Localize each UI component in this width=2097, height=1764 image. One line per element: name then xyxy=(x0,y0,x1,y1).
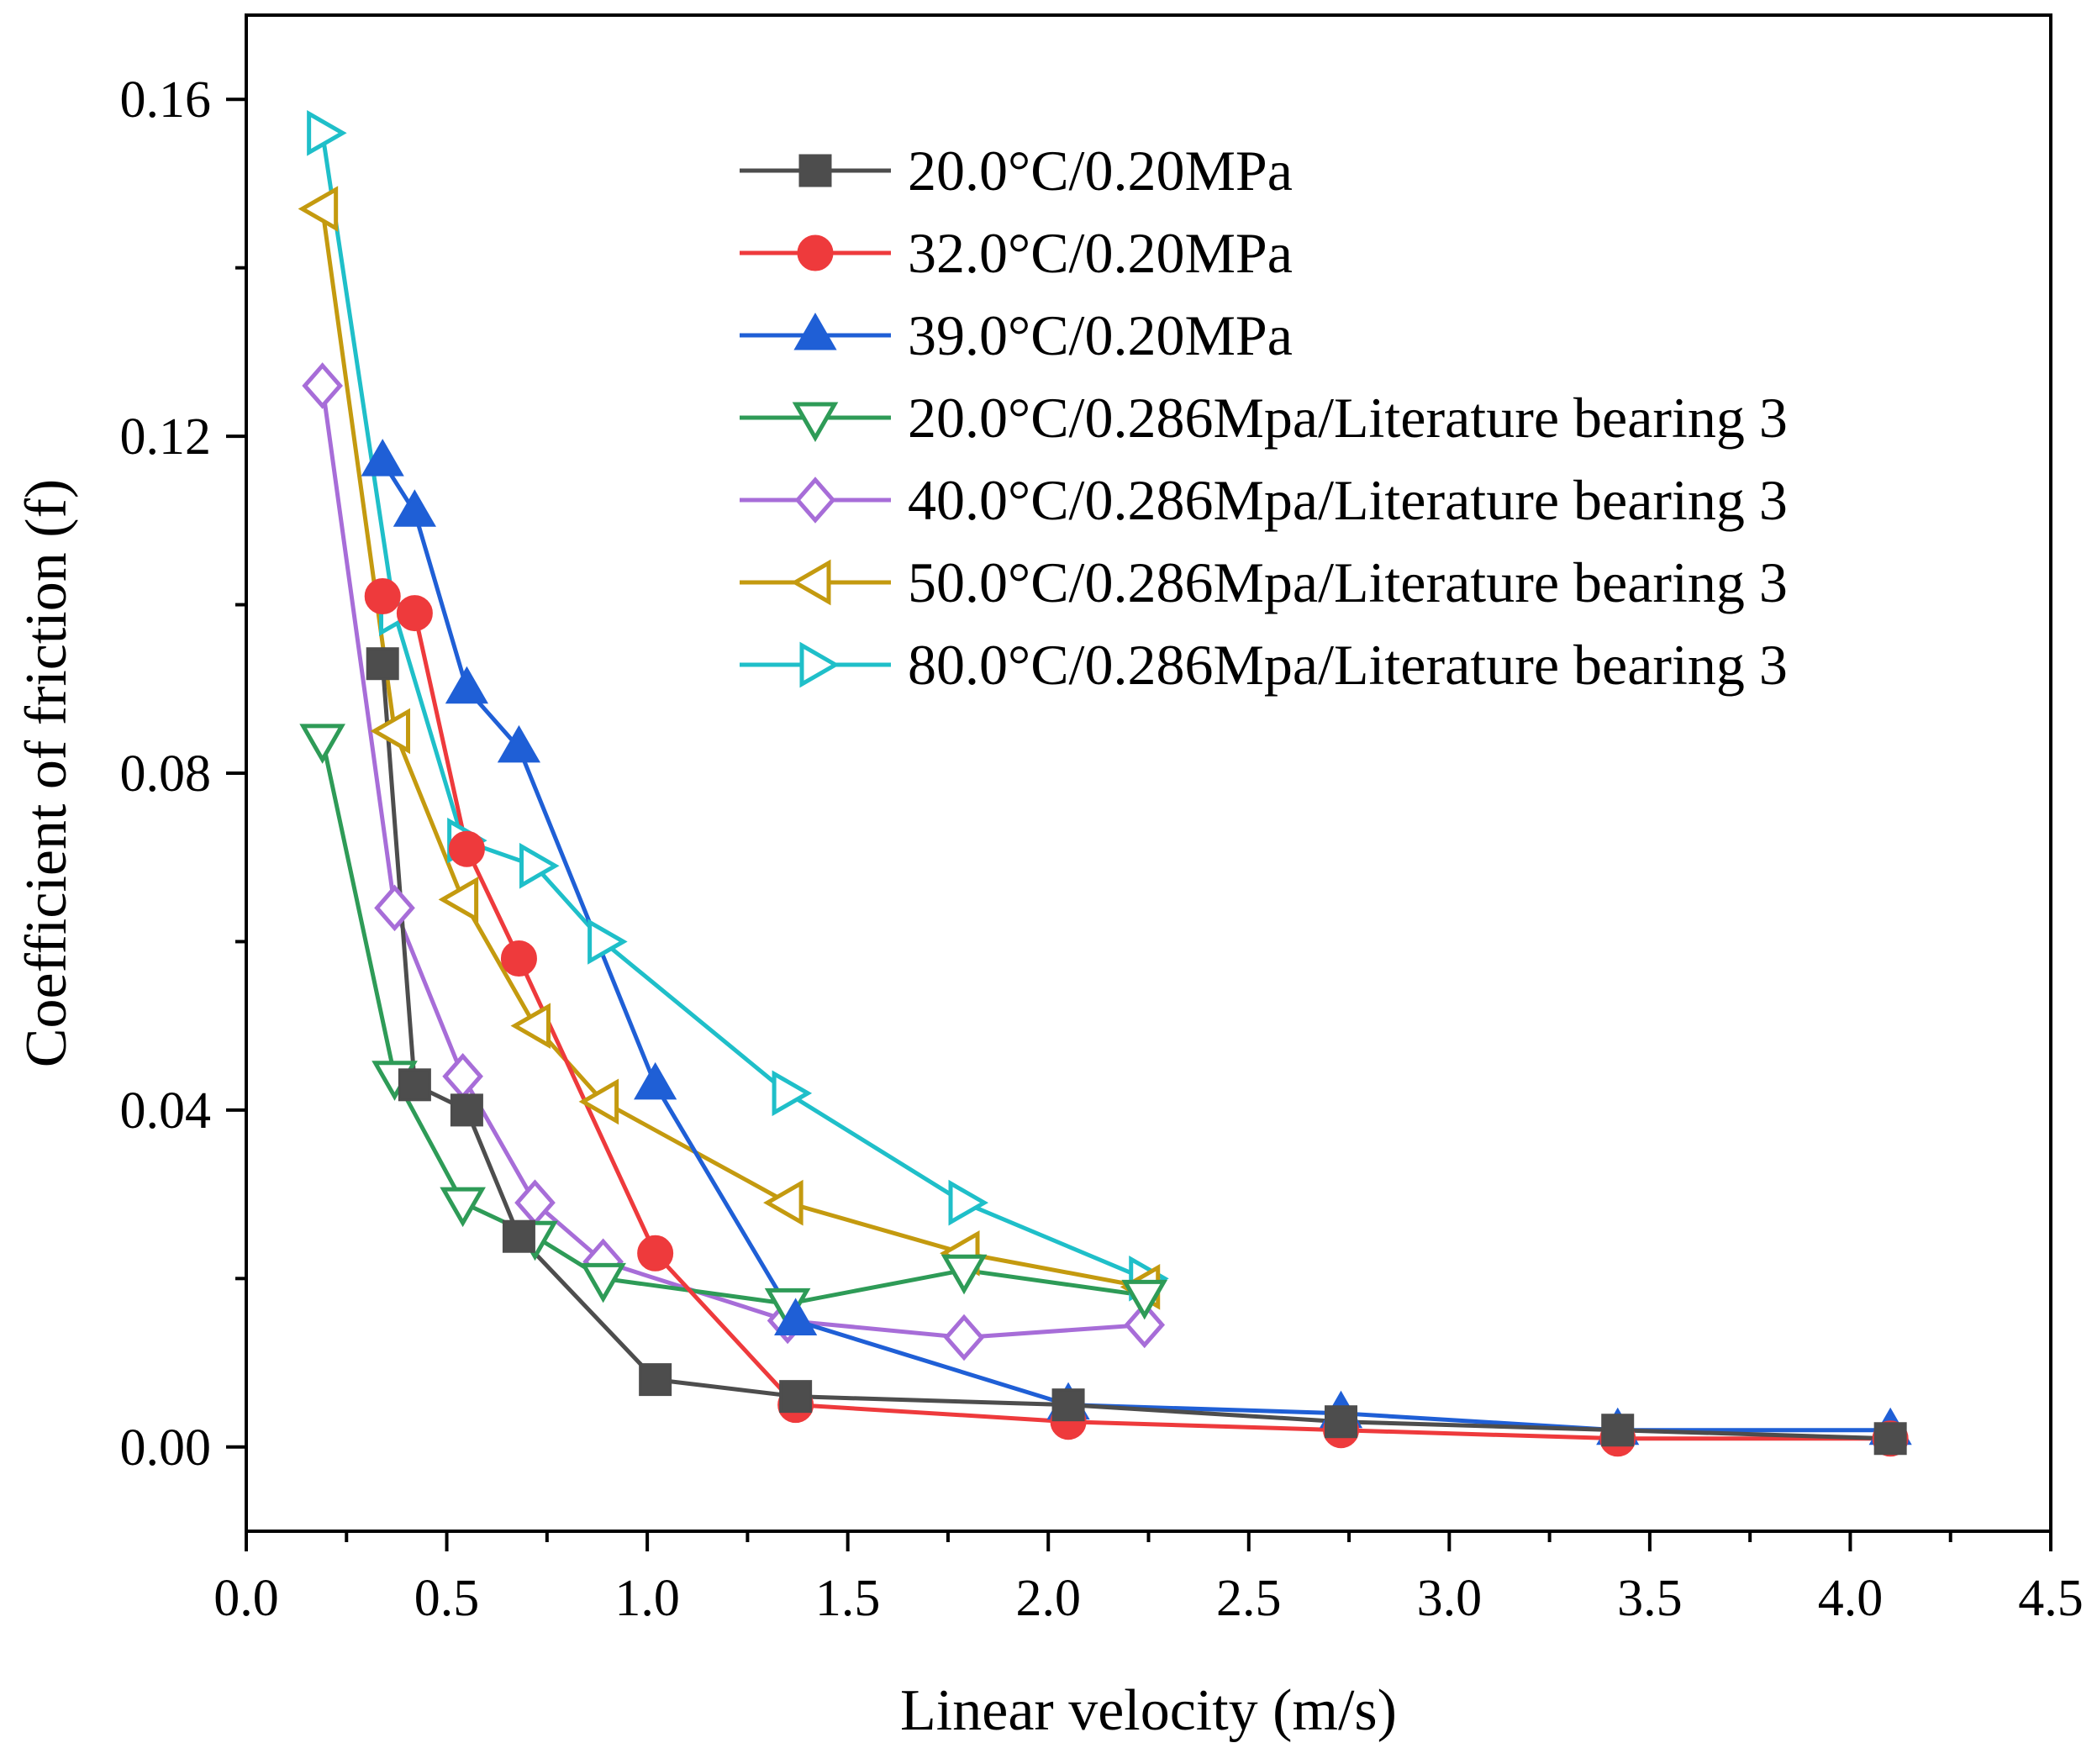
data-point xyxy=(366,647,399,681)
legend-label: 80.0°C/0.286Mpa/Literature bearing 3 xyxy=(908,633,1788,697)
legend-label: 20.0°C/0.20MPa xyxy=(908,139,1293,203)
legend-item: 40.0°C/0.286Mpa/Literature bearing 3 xyxy=(740,468,1788,532)
y-tick-label: 0.08 xyxy=(120,745,212,803)
series-line-1 xyxy=(380,663,1891,1441)
data-point xyxy=(374,884,415,932)
y-tick-label: 0.04 xyxy=(120,1082,212,1140)
legend-item: 39.0°C/0.20MPa xyxy=(740,303,1293,367)
x-axis: 0.0 0.5 1.0 1.5 2.0 2.5 3.0 3.5 4.0 4.5 xyxy=(213,1531,2084,1627)
data-point xyxy=(445,666,489,704)
x-tick-label: 0.0 xyxy=(213,1570,279,1627)
x-tick-label: 4.0 xyxy=(1818,1570,1884,1627)
data-point xyxy=(1873,1422,1907,1456)
series-line-5 xyxy=(320,385,1145,1340)
x-axis-title: Linear velocity (m/s) xyxy=(900,1678,1397,1743)
data-point xyxy=(302,362,343,409)
data-point xyxy=(307,109,347,156)
data-point xyxy=(940,1254,988,1295)
x-tick-label: 2.5 xyxy=(1216,1570,1282,1627)
legend-label: 20.0°C/0.286Mpa/Literature bearing 3 xyxy=(908,386,1788,450)
data-point xyxy=(510,1003,551,1049)
data-point xyxy=(500,940,537,977)
data-point xyxy=(442,1053,483,1100)
series-line-7 xyxy=(320,132,1146,1281)
legend: 20.0°C/0.20MPa 32.0°C/0.20MPa 39.0°C/0.20M… xyxy=(740,139,1788,697)
legend-marker xyxy=(790,559,831,606)
y-axis-title: Coefficient of friction (f) xyxy=(14,479,79,1067)
legend-marker xyxy=(797,234,834,271)
legend-label: 50.0°C/0.286Mpa/Literature bearing 3 xyxy=(908,550,1788,614)
x-tick-label: 1.0 xyxy=(614,1570,680,1627)
data-point xyxy=(1051,1388,1085,1422)
series-points-1 xyxy=(366,647,1907,1456)
series-points-5 xyxy=(302,362,1166,1361)
x-tick-label: 2.0 xyxy=(1015,1570,1081,1627)
data-point xyxy=(763,1179,803,1226)
data-point xyxy=(580,1262,626,1303)
data-point xyxy=(519,842,560,889)
data-point xyxy=(398,1068,431,1102)
data-point xyxy=(497,724,541,763)
data-point xyxy=(370,708,411,755)
legend-item: 20.0°C/0.20MPa xyxy=(740,139,1293,203)
data-point xyxy=(298,186,339,232)
data-point xyxy=(578,1078,619,1125)
x-tick-label: 0.5 xyxy=(414,1570,480,1627)
data-point xyxy=(634,1061,677,1100)
data-point xyxy=(364,578,401,615)
data-point xyxy=(587,919,628,965)
series-line-2 xyxy=(382,594,1891,1441)
legend-item: 80.0°C/0.286Mpa/Literature bearing 3 xyxy=(740,633,1788,697)
data-point xyxy=(637,1235,674,1272)
data-point xyxy=(948,1179,989,1226)
data-point xyxy=(1124,1301,1166,1349)
legend-label: 40.0°C/0.286Mpa/Literature bearing 3 xyxy=(908,468,1788,532)
data-point xyxy=(361,439,404,477)
data-point xyxy=(774,1298,818,1335)
data-point xyxy=(440,1187,486,1228)
legend-label: 39.0°C/0.20MPa xyxy=(908,303,1293,367)
y-tick-label: 0.00 xyxy=(120,1419,212,1477)
y-tick-label: 0.16 xyxy=(120,71,212,129)
plot-markers xyxy=(298,109,1912,1457)
legend-marker xyxy=(799,641,840,688)
legend-item: 32.0°C/0.20MPa xyxy=(740,221,1293,285)
data-point xyxy=(779,1380,813,1414)
legend-marker xyxy=(798,154,832,187)
x-tick-label: 3.0 xyxy=(1417,1570,1483,1627)
data-point xyxy=(639,1363,672,1397)
x-tick-label: 4.5 xyxy=(2018,1570,2084,1627)
series-line-3 xyxy=(381,460,1891,1433)
data-point xyxy=(299,724,345,764)
data-point xyxy=(1325,1405,1358,1439)
legend-marker xyxy=(794,477,836,524)
data-point xyxy=(502,1219,535,1253)
data-point xyxy=(772,1070,813,1117)
y-tick-label: 0.12 xyxy=(120,408,212,466)
series-points-7 xyxy=(307,109,1169,1302)
data-point xyxy=(450,1093,483,1127)
data-point xyxy=(1121,1279,1168,1320)
legend-item: 50.0°C/0.286Mpa/Literature bearing 3 xyxy=(740,550,1788,614)
x-tick-label: 3.5 xyxy=(1617,1570,1683,1627)
y-axis: 0.00 0.04 0.08 0.12 0.16 xyxy=(120,71,246,1477)
data-point xyxy=(448,830,485,867)
data-point xyxy=(1601,1414,1635,1447)
x-tick-label: 1.5 xyxy=(815,1570,881,1627)
legend-marker xyxy=(792,402,839,443)
data-point xyxy=(438,877,479,923)
data-point xyxy=(943,1314,985,1361)
legend-item: 20.0°C/0.286Mpa/Literature bearing 3 xyxy=(740,386,1788,450)
legend-label: 32.0°C/0.20MPa xyxy=(908,221,1293,285)
legend-marker xyxy=(793,312,837,350)
data-point xyxy=(393,489,436,527)
data-point xyxy=(396,595,433,632)
data-point xyxy=(514,1179,556,1226)
